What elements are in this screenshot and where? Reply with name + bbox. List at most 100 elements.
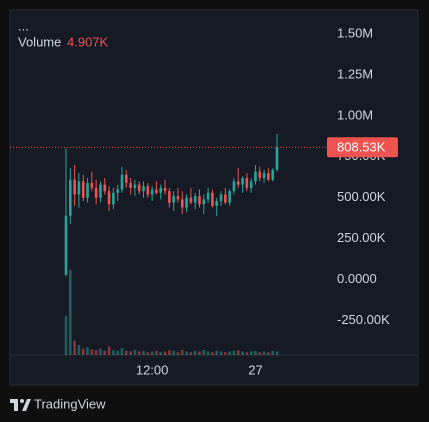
candle-body xyxy=(245,178,249,188)
candle-body xyxy=(215,201,219,206)
volume-bar xyxy=(112,350,115,355)
volume-bar xyxy=(262,351,266,355)
volume-bar xyxy=(90,349,94,355)
candle-body xyxy=(275,147,279,170)
candle-body xyxy=(146,186,150,195)
volume-bar xyxy=(258,352,262,355)
volume-bar xyxy=(64,316,68,355)
candle-body xyxy=(258,171,262,179)
y-tick-label: 1.50M xyxy=(337,25,373,40)
candle-body xyxy=(94,187,98,198)
volume-bar xyxy=(193,350,197,355)
y-tick-label: 500.00K xyxy=(337,189,386,204)
volume-bar xyxy=(120,347,124,355)
volume-bar xyxy=(228,351,231,355)
volume-bar xyxy=(116,350,119,355)
volume-bar xyxy=(81,348,85,355)
candle-body xyxy=(206,192,210,200)
volume-bar xyxy=(249,351,253,355)
volume-bar xyxy=(86,347,89,355)
chart-pane xyxy=(9,9,419,386)
volume-bar xyxy=(267,352,270,355)
volume-bar xyxy=(107,346,111,355)
volume-bar xyxy=(211,352,214,355)
volume-bar xyxy=(129,351,132,355)
volume-bar xyxy=(69,270,72,355)
volume-bar xyxy=(172,350,175,355)
candle-body xyxy=(172,196,175,203)
volume-bar xyxy=(176,352,180,355)
candle-body xyxy=(90,183,94,188)
volume-bar xyxy=(271,350,274,355)
candle-body xyxy=(129,183,132,188)
volume-bar xyxy=(245,352,249,355)
candle-body xyxy=(142,186,145,192)
candle-body xyxy=(228,191,231,203)
volume-bar xyxy=(198,351,201,355)
candle-body xyxy=(99,184,102,198)
y-tick-label: -250.00K xyxy=(337,312,390,327)
volume-bar xyxy=(73,340,76,355)
candle-body xyxy=(168,191,171,203)
y-tick-label: 0.0000 xyxy=(337,271,377,286)
volume-bar xyxy=(232,350,236,355)
volume-bar xyxy=(77,345,81,355)
volume-bar xyxy=(180,350,184,355)
x-tick-label: 12:00 xyxy=(136,362,169,377)
logo xyxy=(10,399,31,411)
volume-bar xyxy=(124,350,128,355)
volume-bar xyxy=(142,350,145,355)
candle-body xyxy=(112,192,115,205)
candle-body xyxy=(271,169,274,180)
volume-bar xyxy=(155,350,158,355)
brand: TradingView xyxy=(34,396,106,411)
volume-bar xyxy=(146,352,150,355)
volume-bar xyxy=(241,351,244,355)
candle-body xyxy=(176,196,180,200)
volume-label: Volume xyxy=(18,34,61,49)
candle-body xyxy=(163,187,167,192)
volume-bar xyxy=(254,350,257,355)
candle-body xyxy=(103,184,107,192)
candle-body xyxy=(155,189,158,193)
volume-value: 4.907K xyxy=(67,34,109,49)
y-tick-label: 1.25M xyxy=(337,66,373,81)
volume-bar xyxy=(189,352,193,355)
candle-body xyxy=(86,183,89,198)
candle-body xyxy=(185,197,188,208)
candle-body xyxy=(116,189,119,193)
candle-body xyxy=(202,199,206,205)
volume-bar xyxy=(206,351,210,355)
volume-bar xyxy=(224,352,227,355)
volume-bar xyxy=(137,351,141,355)
x-tick-label: 27 xyxy=(248,362,262,377)
last-price-box xyxy=(327,137,398,158)
volume-bar xyxy=(133,350,137,355)
volume-bar xyxy=(159,352,163,355)
volume-bar xyxy=(103,350,107,355)
volume-bar xyxy=(275,351,279,355)
candle-body xyxy=(232,181,236,192)
volume-bar xyxy=(215,350,219,355)
candle-body xyxy=(236,181,240,185)
candle-body xyxy=(150,189,154,195)
candle-body xyxy=(159,187,163,193)
volume-bar xyxy=(185,351,188,355)
y-tick-label: 250.00K xyxy=(337,230,386,245)
candle-body xyxy=(189,197,193,203)
y-tick-label: 1.00M xyxy=(337,107,373,122)
candle-body xyxy=(219,194,223,202)
volume-bar xyxy=(163,351,167,355)
candle-body xyxy=(241,178,244,185)
candle-body xyxy=(120,174,124,190)
volume-bar xyxy=(150,351,154,355)
candle-body xyxy=(193,196,197,203)
candle-body xyxy=(69,179,72,216)
candle-body xyxy=(211,192,214,206)
menu-dots[interactable]: ... xyxy=(18,18,29,33)
candle-body xyxy=(73,179,76,195)
volume-bar xyxy=(168,350,171,355)
volume-bar xyxy=(219,351,223,355)
candle-body xyxy=(64,215,68,275)
